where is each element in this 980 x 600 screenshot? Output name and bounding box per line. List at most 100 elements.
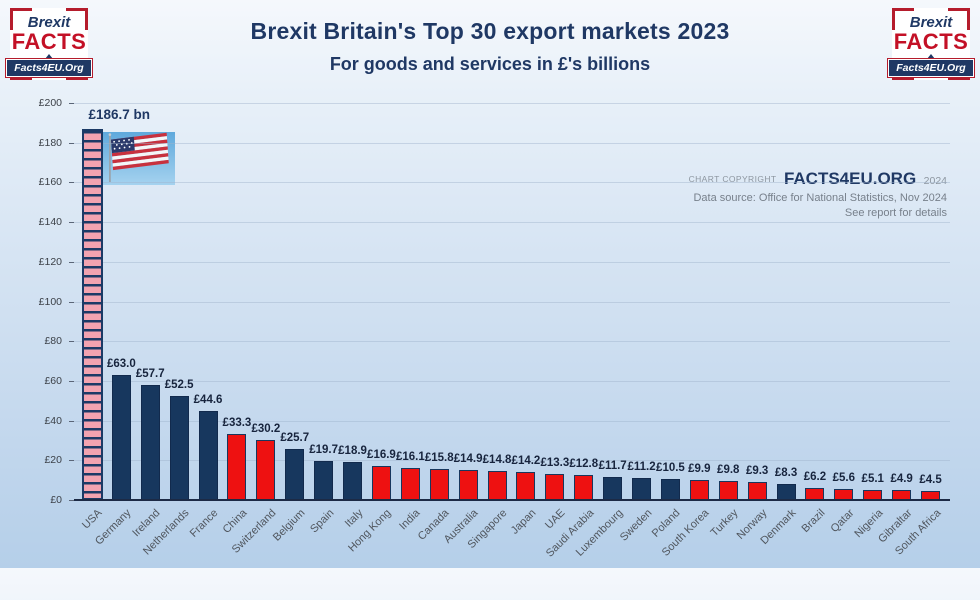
- y-gridline: [74, 222, 950, 224]
- y-tick-mark: [69, 341, 74, 343]
- value-label-qatar: £5.6: [832, 471, 856, 484]
- value-label-ireland: £57.7: [135, 368, 165, 381]
- value-label-canada: £15.8: [424, 451, 454, 464]
- logo-banner-text: Facts4EU.Org: [887, 58, 975, 78]
- value-label-india: £16.1: [395, 451, 425, 464]
- logo-arrow-icon: [927, 54, 935, 60]
- y-gridline: [74, 341, 950, 343]
- chart-page: Brexit FACTS Facts4EU.Org Brexit FACTS F…: [5, 8, 975, 560]
- logo-facts-text: FACTS: [893, 29, 969, 54]
- bar-uae: [545, 473, 565, 500]
- value-label-japan: £14.2: [511, 454, 541, 467]
- bar-denmark: [776, 483, 796, 500]
- bar-spain: [314, 460, 334, 500]
- page-subtitle: For goods and services in £'s billions: [329, 54, 651, 74]
- logo-brexit-text: Brexit: [27, 14, 71, 31]
- bar-poland: [660, 479, 680, 500]
- bar-south-korea: [689, 480, 709, 500]
- logo-brexit-text: Brexit: [909, 14, 953, 31]
- value-label-denmark: £8.3: [774, 466, 798, 479]
- logo-arrow-icon: [45, 54, 53, 60]
- y-tick-mark: [69, 460, 74, 462]
- bar-germany: [111, 374, 131, 500]
- y-gridline: [74, 261, 950, 263]
- y-tick-mark: [69, 301, 74, 303]
- logo-banner-text: Facts4EU.Org: [5, 58, 93, 78]
- y-tick-label: £80: [44, 335, 62, 348]
- value-label-singapore: £14.8: [482, 453, 512, 466]
- value-label-china: £33.3: [222, 416, 252, 429]
- usa-flag-photo: [102, 132, 175, 185]
- value-label-south-africa: £4.5: [919, 474, 942, 487]
- value-label-luxembourg: £11.7: [598, 459, 627, 472]
- y-tick-label: £100: [38, 295, 62, 308]
- y-gridline: [74, 460, 950, 462]
- bar-australia: [458, 470, 478, 500]
- y-tick-label: £160: [38, 176, 62, 189]
- y-tick-mark: [69, 261, 74, 263]
- y-tick-mark: [69, 420, 74, 422]
- bar-saudi-arabia: [574, 474, 594, 500]
- value-label-hong-kong: £16.9: [367, 449, 396, 462]
- y-tick-label: £0: [50, 494, 62, 506]
- value-label-australia: £14.9: [453, 453, 483, 466]
- y-gridline: [74, 142, 950, 144]
- bar-norway: [747, 481, 767, 500]
- copyright-block: CHART COPYRIGHT FACTS4EU.ORG 2024 Data s…: [689, 169, 947, 219]
- logo-corner-bracket: [10, 8, 32, 30]
- value-label-turkey: £9.8: [717, 463, 740, 476]
- copyright-line: CHART COPYRIGHT FACTS4EU.ORG 2024: [689, 169, 947, 189]
- bar-china: [227, 433, 247, 500]
- logo-corner-bracket: [948, 8, 970, 30]
- value-label-sweden: £11.2: [627, 460, 656, 473]
- value-label-poland: £10.5: [656, 462, 685, 475]
- bar-netherlands: [169, 395, 189, 500]
- y-tick-mark: [69, 380, 74, 382]
- y-tick-label: £180: [38, 136, 62, 149]
- bar-canada: [429, 468, 449, 500]
- value-label-italy: £18.9: [338, 445, 367, 458]
- value-label-switzerland: £30.2: [251, 423, 281, 436]
- y-gridline: [74, 301, 950, 303]
- y-tick-label: £140: [38, 216, 62, 229]
- y-tick-label: £40: [44, 414, 62, 427]
- y-tick-label: £120: [38, 255, 62, 268]
- bar-luxembourg: [603, 476, 623, 500]
- y-tick-label: £200: [38, 97, 62, 109]
- y-gridline: [74, 380, 950, 382]
- report-note: See report for details: [844, 207, 947, 219]
- y-tick-label: £20: [44, 454, 62, 467]
- logo-facts-text: FACTS: [11, 29, 87, 54]
- data-source-note: Data source: Office for National Statist…: [693, 192, 947, 204]
- value-label-netherlands: £52.5: [164, 378, 194, 391]
- value-label-usa: £186.7 bn: [88, 107, 150, 123]
- copyright-prefix: CHART COPYRIGHT: [688, 174, 777, 184]
- value-label-norway: £9.3: [745, 464, 769, 477]
- bar-sweden: [632, 477, 652, 500]
- page-title: Brexit Britain's Top 30 export markets 2…: [250, 18, 730, 44]
- y-tick-mark: [69, 103, 74, 104]
- bar-singapore: [487, 470, 507, 500]
- value-label-south-korea: £9.9: [688, 463, 711, 476]
- y-tick-mark: [69, 500, 74, 501]
- value-label-uae: £13.3: [540, 456, 570, 469]
- y-gridline: [74, 103, 950, 104]
- value-label-brazil: £6.2: [803, 470, 827, 483]
- y-tick-mark: [69, 142, 74, 144]
- value-label-gibraltar: £4.9: [890, 473, 913, 486]
- facts4eu-logo-left: Brexit FACTS Facts4EU.Org: [5, 8, 93, 80]
- facts4eu-logo-right: Brexit FACTS Facts4EU.Org: [887, 8, 975, 80]
- value-label-belgium: £25.7: [280, 431, 310, 444]
- x-axis-line: [74, 499, 950, 501]
- bar-belgium: [285, 448, 305, 500]
- bar-india: [400, 468, 420, 500]
- bar-turkey: [718, 480, 738, 500]
- y-tick-label: £60: [44, 374, 62, 387]
- bar-chart: £0 £20 £40 £60 £80 £100 £120 £140 £160 £180 £200 £1…: [38, 97, 950, 560]
- y-tick-mark: [69, 222, 74, 224]
- logo-corner-bracket: [892, 8, 914, 30]
- bar-italy: [343, 462, 363, 500]
- value-label-germany: £63.0: [106, 357, 136, 370]
- bar-hong-kong: [371, 466, 391, 500]
- y-tick-mark: [69, 182, 74, 184]
